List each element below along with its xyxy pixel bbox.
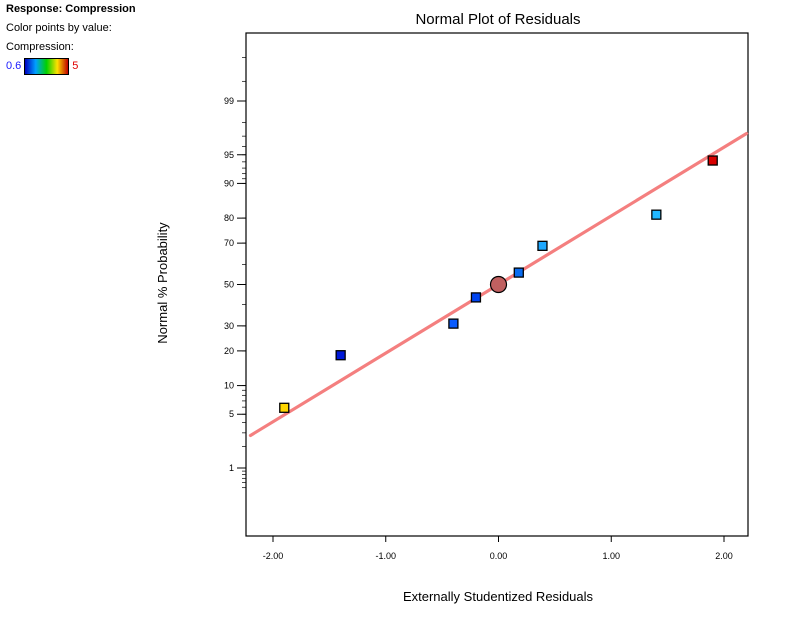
chart-title: Normal Plot of Residuals xyxy=(415,11,580,28)
x-tick-label: 2.00 xyxy=(715,551,733,561)
legend-panel: Response: Compression Color points by va… xyxy=(6,0,136,75)
x-axis-ticks: -2.00 -1.00 0.00 1.00 2.00 xyxy=(263,536,733,561)
data-points xyxy=(279,155,718,413)
y-tick-label: 30 xyxy=(224,321,234,331)
data-point xyxy=(279,402,290,413)
color-by-label: Color points by value: xyxy=(6,22,112,34)
y-tick-label: 99 xyxy=(224,96,234,106)
x-tick-label: -2.00 xyxy=(263,551,284,561)
y-tick-label: 1 xyxy=(229,463,234,473)
x-axis-title: Externally Studentized Residuals xyxy=(403,589,594,604)
x-tick-label: -1.00 xyxy=(375,551,396,561)
y-tick-label: 10 xyxy=(224,381,234,391)
data-point xyxy=(651,209,662,220)
y-axis-title: Normal % Probability xyxy=(155,222,170,344)
y-tick-label: 80 xyxy=(224,213,234,223)
y-tick-label: 5 xyxy=(229,409,234,419)
y-tick-label: 70 xyxy=(224,238,234,248)
response-label: Response: Compression xyxy=(6,3,136,15)
variable-label: Compression: xyxy=(6,41,74,53)
x-tick-label: 1.00 xyxy=(602,551,620,561)
data-point xyxy=(513,267,524,278)
x-tick-label: 0.00 xyxy=(490,551,508,561)
color-scale: 0.6 5 xyxy=(6,57,136,75)
y-tick-label: 50 xyxy=(224,280,234,290)
color-gradient-bar xyxy=(24,57,70,75)
y-tick-label: 90 xyxy=(224,178,234,188)
data-point xyxy=(537,240,548,251)
y-tick-label: 20 xyxy=(224,346,234,356)
scale-max-label: 5 xyxy=(72,59,79,72)
scale-min-label: 0.6 xyxy=(6,59,22,72)
data-point xyxy=(448,318,459,329)
data-point xyxy=(335,350,346,361)
data-point xyxy=(707,155,718,166)
data-point xyxy=(470,292,482,303)
y-tick-label: 95 xyxy=(224,150,234,160)
center-point xyxy=(489,275,508,294)
y-axis-ticks: 1 5 10 20 30 50 70 80 90 95 99 xyxy=(224,96,246,473)
